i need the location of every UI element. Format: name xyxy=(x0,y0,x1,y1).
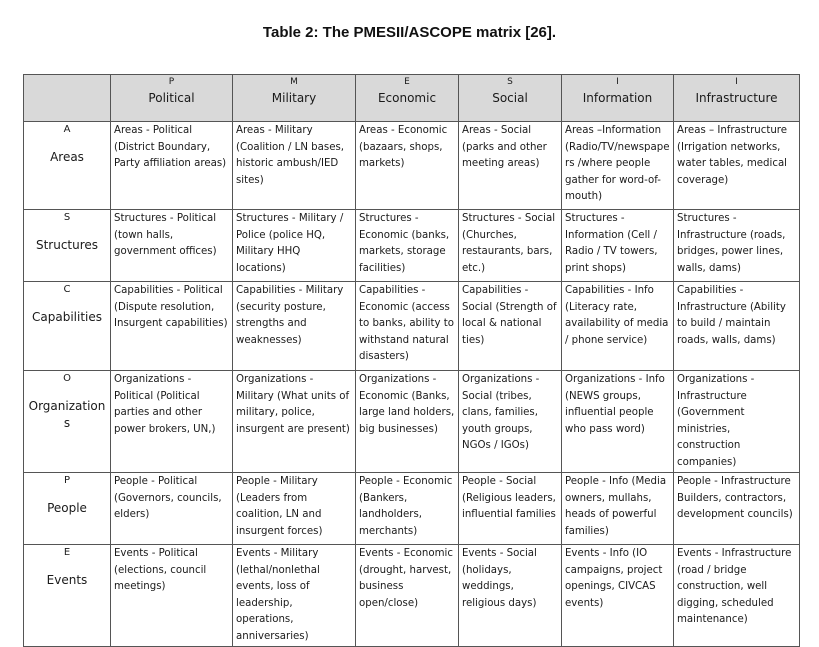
column-header-economic: E Economic xyxy=(355,74,459,122)
table-cell: Structures - Infrastructure (roads, brid… xyxy=(673,209,800,282)
table-cell: Organizations - Economic (Banks, large l… xyxy=(355,370,459,473)
column-header-military: M Military xyxy=(232,74,356,122)
row-header-organizations: O Organizations xyxy=(23,370,111,473)
row-letter: A xyxy=(63,124,71,135)
column-name: Political xyxy=(148,91,195,105)
table-cell: Capabilities - Political (Dispute resolu… xyxy=(110,281,233,371)
row-header-structures: S Structures xyxy=(23,209,111,282)
column-letter: S xyxy=(507,77,513,87)
column-header-social: S Social xyxy=(458,74,562,122)
column-name: Information xyxy=(582,91,653,105)
table-cell: Organizations - Info (NEWS groups, influ… xyxy=(561,370,674,473)
table-cell: Capabilities - Info (Literacy rate, avai… xyxy=(561,281,674,371)
table-cell: Events - Info (IO campaigns, project ope… xyxy=(561,544,674,647)
table-cell: Areas - Political (District Boundary, Pa… xyxy=(110,121,233,210)
column-letter: I xyxy=(735,77,738,87)
column-header-political: P Political xyxy=(110,74,233,122)
table-cell: Structures - Social (Churches, restauran… xyxy=(458,209,562,282)
column-letter: M xyxy=(290,77,298,87)
table-cell: Events - Military (lethal/nonlethal even… xyxy=(232,544,356,647)
column-letter: I xyxy=(616,77,619,87)
table-cell: People - Infrastructure Builders, contra… xyxy=(673,472,800,545)
column-name: Infrastructure xyxy=(695,91,778,105)
table-row-capabilities: C Capabilities Capabilities - Political (… xyxy=(23,281,800,371)
column-name: Social xyxy=(492,91,528,105)
row-letter: S xyxy=(63,212,71,223)
row-letter: O xyxy=(63,373,71,384)
table-cell: Structures - Economic (banks, markets, s… xyxy=(355,209,459,282)
table-caption: Table 2: The PMESII/ASCOPE matrix [26]. xyxy=(262,24,557,41)
table-cell: Areas - Economic (bazaars, shops, market… xyxy=(355,121,459,210)
table-cell: People - Political (Governors, councils,… xyxy=(110,472,233,545)
table-cell: Events - Infrastructure (road / bridge c… xyxy=(673,544,800,647)
table-cell: Structures - Political (town halls, gove… xyxy=(110,209,233,282)
table-cell: Events - Political (elections, council m… xyxy=(110,544,233,647)
table-cell: People - Social (Religious leaders, infl… xyxy=(458,472,562,545)
column-header-infrastructure: I Infrastructure xyxy=(673,74,800,122)
header-row: P Political M Military E Economic S Social I… xyxy=(23,74,800,122)
table-cell: Organizations - Infrastructure (Governme… xyxy=(673,370,800,473)
table-cell: Areas – Infrastructure (Irrigation netwo… xyxy=(673,121,800,210)
table-cell: People - Military (Leaders from coalitio… xyxy=(232,472,356,545)
row-header-people: P People xyxy=(23,472,111,545)
column-name: Military xyxy=(271,91,317,105)
table-cell: Structures - Military / Police (police H… xyxy=(232,209,356,282)
table-cell: Capabilities - Economic (access to banks… xyxy=(355,281,459,371)
table-row-areas: A Areas Areas - Political (District Bound… xyxy=(23,121,800,210)
table-cell: Capabilities - Social (Strength of local… xyxy=(458,281,562,371)
row-name: Capabilities xyxy=(32,310,102,324)
table-row-organizations: O Organizations Organizations - Political… xyxy=(23,370,800,473)
column-letter: E xyxy=(404,77,410,87)
table-cell: Areas –Information (Radio/TV/newspape rs… xyxy=(561,121,674,210)
table-cell: Structures - Information (Cell / Radio /… xyxy=(561,209,674,282)
row-name: People xyxy=(47,501,87,515)
table-row-people: P People People - Political (Governors, c… xyxy=(23,472,800,545)
row-name: Events xyxy=(46,573,88,587)
row-header-events: E Events xyxy=(23,544,111,647)
row-name: Organizations xyxy=(28,399,106,430)
row-letter: C xyxy=(63,284,71,295)
row-header-capabilities: C Capabilities xyxy=(23,281,111,371)
row-name: Structures xyxy=(35,238,99,252)
row-letter: P xyxy=(63,475,71,486)
pmesii-ascope-table: P Political M Military E Economic S Social I… xyxy=(23,74,800,647)
column-letter: P xyxy=(168,77,175,87)
table-cell: Organizations - Social (tribes, clans, f… xyxy=(458,370,562,473)
column-header-information: I Information xyxy=(561,74,674,122)
table-cell: Capabilities - Military (security postur… xyxy=(232,281,356,371)
corner-cell xyxy=(23,74,111,122)
table-cell: Organizations - Political (Political par… xyxy=(110,370,233,473)
table-cell: People - Economic (Bankers, landholders,… xyxy=(355,472,459,545)
row-letter: E xyxy=(63,547,71,558)
column-name: Economic xyxy=(377,91,437,105)
table-row-structures: S Structures Structures - Political (town… xyxy=(23,209,800,282)
table-cell: Events - Economic (drought, harvest, bus… xyxy=(355,544,459,647)
table-cell: Areas - Military (Coalition / LN bases, … xyxy=(232,121,356,210)
row-name: Areas xyxy=(50,150,84,164)
table-cell: Capabilities - Infrastructure (Ability t… xyxy=(673,281,800,371)
table-cell: Events - Social (holidays, weddings, rel… xyxy=(458,544,562,647)
row-header-areas: A Areas xyxy=(23,121,111,210)
table-cell: Organizations - Military (What units of … xyxy=(232,370,356,473)
table-cell: People - Info (Media owners, mullahs, he… xyxy=(561,472,674,545)
table-row-events: E Events Events - Political (elections, c… xyxy=(23,544,800,647)
table-cell: Areas - Social (parks and other meeting … xyxy=(458,121,562,210)
